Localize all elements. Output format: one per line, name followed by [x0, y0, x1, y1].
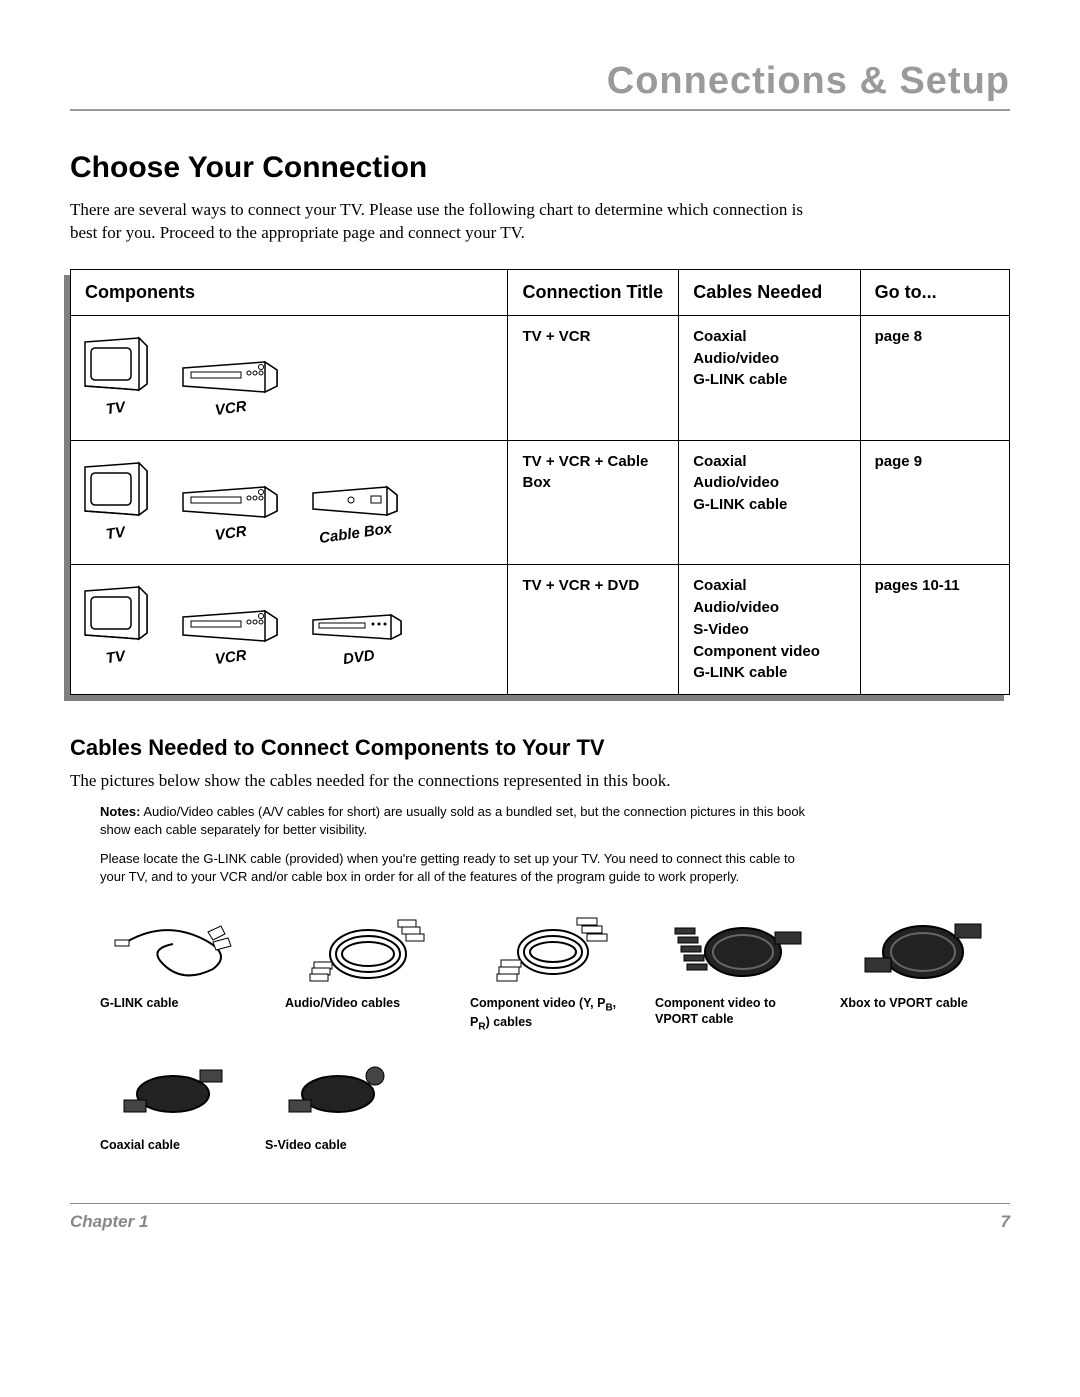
component-item: VCR: [181, 356, 281, 420]
cable-image: [285, 912, 450, 987]
component-label: VCR: [214, 521, 248, 547]
vcr-icon: [181, 481, 281, 521]
cable-caption: Audio/Video cables: [285, 995, 400, 1011]
table-row: TV VCRTV + VCRCoaxialAudio/videoG-LINK c…: [71, 315, 1010, 440]
th-components: Components: [71, 269, 508, 315]
goto-cell: page 8: [860, 315, 1009, 440]
cable-item: G-LINK cable: [100, 912, 265, 1034]
cables-heading: Cables Needed to Connect Components to Y…: [70, 735, 1010, 761]
components-cell: TV VCR: [71, 315, 508, 440]
av-cable-icon: [308, 914, 428, 984]
dvd-icon: [311, 610, 406, 645]
svideo-cable-icon: [283, 1064, 393, 1119]
cable-caption: S-Video cable: [265, 1137, 347, 1153]
component-label: TV: [105, 521, 127, 545]
component-label: VCR: [214, 396, 248, 422]
cable-image: [840, 912, 1005, 987]
note-2: Please locate the G-LINK cable (provided…: [100, 850, 820, 886]
component-cable-icon: [493, 914, 613, 984]
cable-image: [100, 1054, 245, 1129]
goto-cell: pages 10-11: [860, 565, 1009, 695]
section-title: Choose Your Connection: [70, 151, 1010, 185]
cable-item: Audio/Video cables: [285, 912, 450, 1034]
notes-block: Notes: Audio/Video cables (A/V cables fo…: [100, 803, 820, 886]
tv-icon: [81, 461, 151, 521]
cables-needed-cell: CoaxialAudio/videoS-VideoComponent video…: [679, 565, 860, 695]
component-label: DVD: [341, 645, 375, 671]
cable-caption: Component video (Y, PB, PR) cables: [470, 995, 635, 1034]
notes-label: Notes:: [100, 804, 140, 819]
components-cell: TV VCR Cable Box: [71, 440, 508, 565]
connection-title-cell: TV + VCR: [508, 315, 679, 440]
th-goto: Go to...: [860, 269, 1009, 315]
page-header-title: Connections & Setup: [70, 60, 1010, 111]
vport-cable-icon: [673, 914, 803, 984]
component-item: TV: [81, 585, 151, 669]
cablebox-icon: [311, 481, 401, 521]
connection-table-wrap: Components Connection Title Cables Neede…: [70, 269, 1010, 695]
page-footer: Chapter 1 7: [70, 1203, 1010, 1232]
vcr-icon: [181, 356, 281, 396]
components-cell: TV VCR DVD: [71, 565, 508, 695]
glink-cable-icon: [113, 914, 253, 984]
component-label: Cable Box: [318, 518, 394, 550]
table-row: TV VCR DVDTV + VCR + DVDCoaxialAudio/vid…: [71, 565, 1010, 695]
coax-cable-icon: [118, 1064, 228, 1119]
cables-needed-cell: CoaxialAudio/videoG-LINK cable: [679, 440, 860, 565]
component-label: VCR: [214, 645, 248, 671]
cable-item: Component video to VPORT cable: [655, 912, 820, 1034]
cable-image: [100, 912, 265, 987]
th-cables: Cables Needed: [679, 269, 860, 315]
connection-title-cell: TV + VCR + Cable Box: [508, 440, 679, 565]
component-item: TV: [81, 336, 151, 420]
th-connection: Connection Title: [508, 269, 679, 315]
cable-item: Coaxial cable: [100, 1054, 245, 1153]
goto-cell: page 9: [860, 440, 1009, 565]
cable-item: S-Video cable: [265, 1054, 410, 1153]
cable-caption: Component video to VPORT cable: [655, 995, 820, 1028]
component-label: TV: [105, 646, 127, 670]
connection-table: Components Connection Title Cables Neede…: [70, 269, 1010, 695]
cables-needed-cell: CoaxialAudio/videoG-LINK cable: [679, 315, 860, 440]
cable-caption: G-LINK cable: [100, 995, 179, 1011]
cable-image: [265, 1054, 410, 1129]
tv-icon: [81, 336, 151, 396]
cable-item: Component video (Y, PB, PR) cables: [470, 912, 635, 1034]
table-row: TV VCR Cable BoxTV + VCR + Cable BoxCoax…: [71, 440, 1010, 565]
cable-image: [470, 912, 635, 987]
component-item: VCR: [181, 605, 281, 669]
cable-grid: G-LINK cable Audio/Video cables Componen…: [100, 912, 1010, 1153]
footer-page: 7: [1001, 1212, 1010, 1232]
tv-icon: [81, 585, 151, 645]
cable-caption: Xbox to VPORT cable: [840, 995, 968, 1011]
component-label: TV: [105, 397, 127, 421]
component-item: VCR: [181, 481, 281, 545]
vcr-icon: [181, 605, 281, 645]
cable-image: [655, 912, 820, 987]
intro-text: There are several ways to connect your T…: [70, 199, 830, 245]
table-header-row: Components Connection Title Cables Neede…: [71, 269, 1010, 315]
component-item: DVD: [311, 610, 406, 669]
component-item: Cable Box: [311, 481, 401, 545]
cables-intro: The pictures below show the cables neede…: [70, 771, 1010, 791]
note-1: Audio/Video cables (A/V cables for short…: [100, 804, 805, 837]
footer-chapter: Chapter 1: [70, 1212, 148, 1232]
xbox-cable-icon: [863, 914, 983, 984]
cable-caption: Coaxial cable: [100, 1137, 180, 1153]
component-item: TV: [81, 461, 151, 545]
cable-item: Xbox to VPORT cable: [840, 912, 1005, 1034]
connection-title-cell: TV + VCR + DVD: [508, 565, 679, 695]
